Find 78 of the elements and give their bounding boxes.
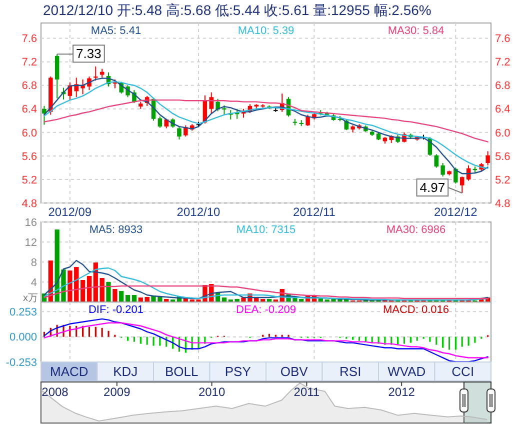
bar <box>86 276 92 302</box>
candlestick <box>486 150 490 166</box>
bar <box>132 295 137 302</box>
y-tick-label: 7.2 <box>22 56 37 69</box>
text: RSI <box>340 364 362 380</box>
candlestick <box>306 114 310 126</box>
candlestick <box>440 162 445 178</box>
candlestick <box>74 77 78 98</box>
text: DEA: -0.209 <box>236 304 296 316</box>
y-tick-label: 5.2 <box>22 174 37 186</box>
y-tick-label: 0.253 <box>9 306 37 318</box>
text: MA10: 7315 <box>236 224 296 236</box>
text: KDJ <box>113 364 138 380</box>
candlestick <box>42 105 46 126</box>
y-tick-label: 6.4 <box>22 104 37 116</box>
y2-tick-label: 7.2 <box>495 56 510 69</box>
x-tick-label: 2011 <box>294 385 320 399</box>
text: MA5: 5.41 <box>90 25 142 37</box>
x-tick-label: 2010 <box>198 385 226 399</box>
candlestick <box>434 154 438 168</box>
bar <box>112 289 118 302</box>
x-tick-label: 2012/11 <box>292 205 336 219</box>
text: PSY <box>224 364 252 380</box>
y-axis-title: x万 <box>23 293 38 304</box>
y2-tick-label: 7.6 <box>495 33 510 46</box>
text: MA5: 8933 <box>89 224 143 236</box>
y-tick-label: -0.253 <box>6 356 37 369</box>
text: OBV <box>280 364 308 380</box>
y-tick-label: 6.8 <box>22 80 37 92</box>
series-label: MACD: 0.016 <box>382 304 450 316</box>
line-series <box>44 267 488 301</box>
y-tick-label: 4 <box>30 276 37 289</box>
y-tick-label: 7.6 <box>22 33 37 46</box>
y-tick-label: 4.8 <box>22 198 37 210</box>
y2-tick-label: 6.0 <box>495 127 510 140</box>
y-tick-label: 8 <box>30 256 37 269</box>
text: MA30: 5.84 <box>388 25 444 37</box>
x-tick-label: 2012/09 <box>48 205 92 219</box>
y-tick-label: 0.000 <box>9 332 37 344</box>
bar <box>125 295 130 302</box>
bar <box>106 282 111 302</box>
bar <box>119 291 124 302</box>
x-tick-label: 2012/10 <box>176 205 221 219</box>
annotation: 7.33 <box>76 46 102 62</box>
text: CCI <box>452 364 474 380</box>
y2-tick-label: 6.4 <box>495 104 510 116</box>
y2-tick-label: 4.8 <box>495 198 510 210</box>
x-tick-label: 2012 <box>388 385 416 399</box>
candlestick <box>222 104 226 116</box>
annotation: 4.97 <box>420 180 446 195</box>
candlestick <box>460 176 464 194</box>
candlestick <box>209 92 214 114</box>
text: MA30: 6986 <box>386 224 446 236</box>
text: WVAD <box>388 364 426 380</box>
candlestick <box>177 126 182 140</box>
y2-tick-label: 5.6 <box>495 150 510 163</box>
candlestick <box>158 116 162 128</box>
chart-title: 2012/12/10 开:5.48 高:5.68 低:5.44 收:5.61 量:12955 幅:2.56% <box>43 2 432 18</box>
series-label: DIF: -0.201 <box>88 304 144 316</box>
candlestick <box>54 54 60 99</box>
x-tick-label: 2009 <box>104 385 131 399</box>
candlestick <box>80 78 85 95</box>
text: MA10: 5.39 <box>238 25 294 37</box>
y-tick-label: 6.0 <box>22 127 37 140</box>
candlestick <box>184 124 188 138</box>
text: BOLL <box>165 364 198 380</box>
y2-tick-label: 5.2 <box>495 174 510 186</box>
candlestick <box>454 167 458 184</box>
line-series <box>44 285 488 300</box>
y-tick-label: 12 <box>24 236 37 249</box>
y2-tick-label: 6.8 <box>495 80 510 92</box>
y-tick-label: 5.6 <box>22 150 37 163</box>
x-tick-label: 2008 <box>42 385 69 399</box>
y-tick-label: 16 <box>24 216 37 229</box>
candlestick <box>94 66 98 82</box>
candlestick <box>216 98 220 112</box>
x-tick-label: 2012/12 <box>434 205 478 219</box>
text: MACD <box>50 364 88 380</box>
